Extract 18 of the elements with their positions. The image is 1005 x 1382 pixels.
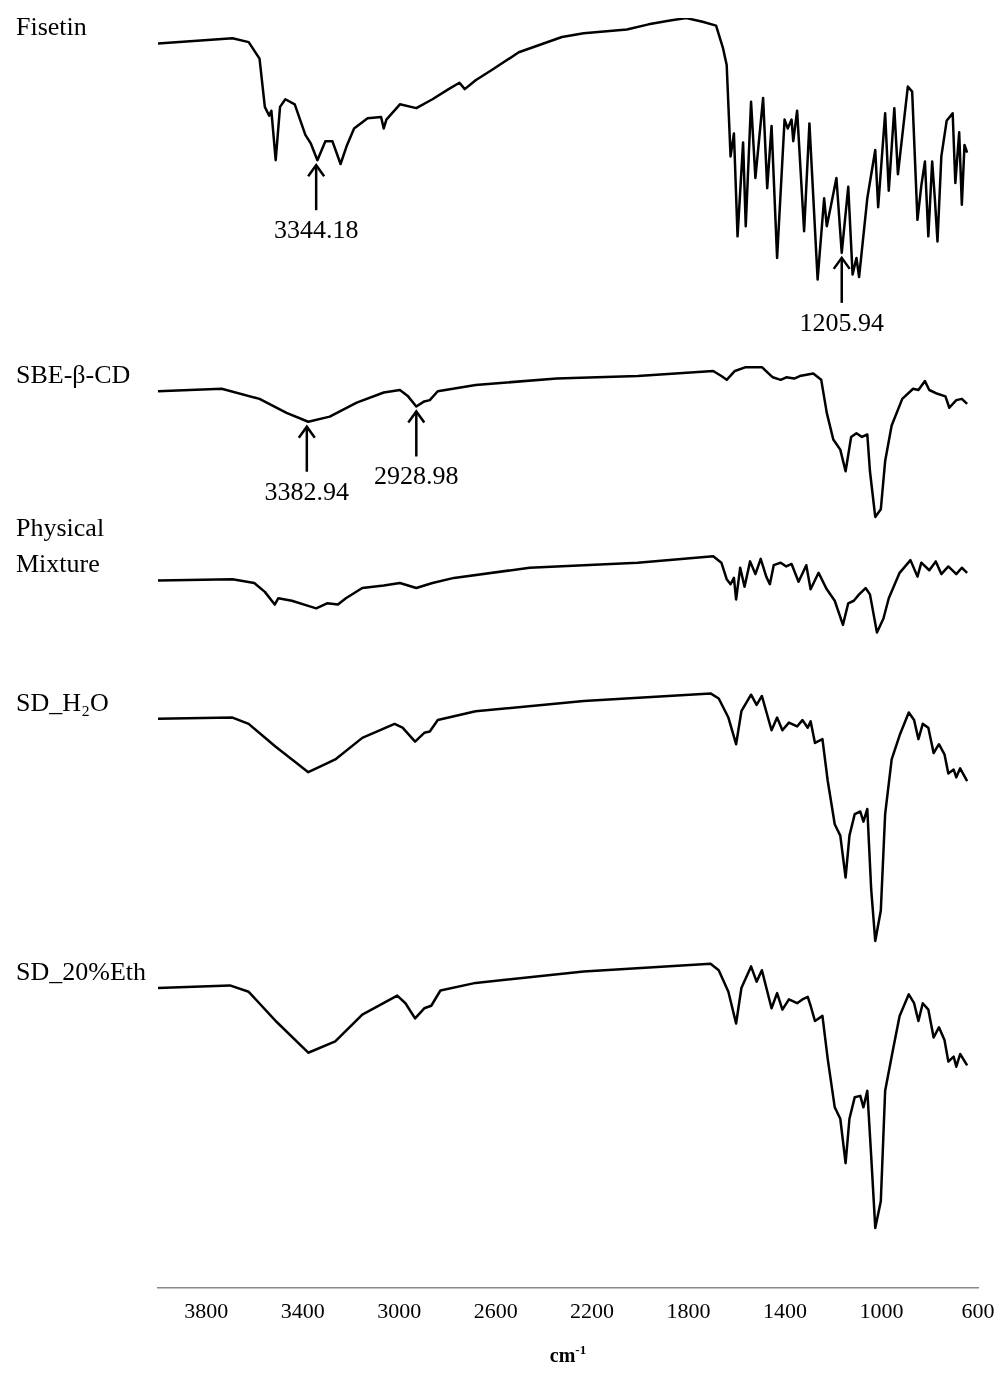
- series-label: SD_20%Eth: [16, 956, 146, 986]
- series-label: SD_H₂O: [16, 687, 109, 717]
- x-tick-label: 3400: [280, 1297, 325, 1323]
- x-tick-label: 600: [961, 1297, 995, 1323]
- annotation: 3382.94: [264, 476, 350, 506]
- series-label: SBE-β-CD: [16, 360, 131, 390]
- x-tick-label: 1800: [666, 1297, 711, 1323]
- x-tick-label: 1400: [763, 1297, 808, 1323]
- x-tick-label: 3000: [377, 1297, 422, 1323]
- annotation: 3344.18: [273, 215, 359, 245]
- x-tick-label: 2200: [570, 1297, 615, 1323]
- x-tick-label: 3800: [184, 1297, 229, 1323]
- x-tick-label: 2600: [473, 1297, 518, 1323]
- x-tick-label: 1000: [859, 1297, 904, 1323]
- text: Physical Mixture: [16, 513, 105, 579]
- text: Fisetin: [16, 12, 87, 42]
- annotation: 1205.94: [799, 307, 884, 337]
- annotation: 2928.98: [374, 461, 459, 491]
